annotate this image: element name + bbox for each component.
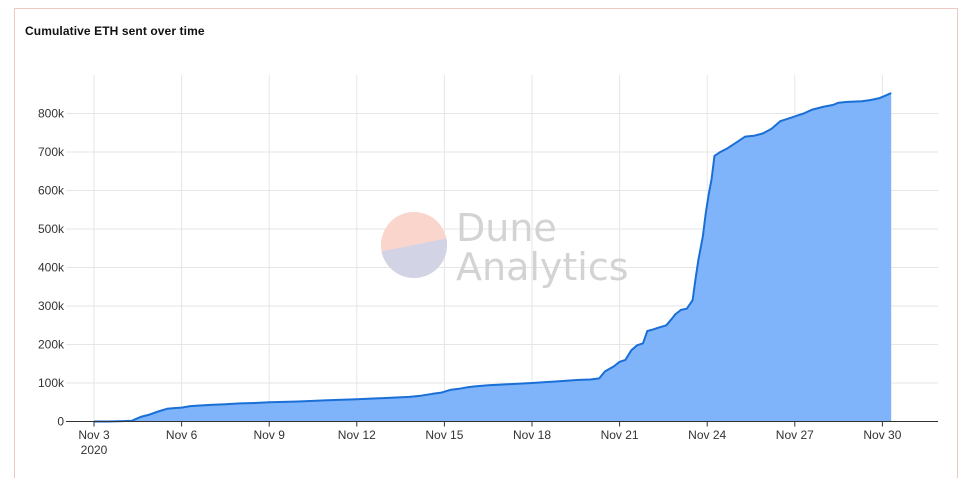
x-tick-label: Nov 27 (776, 428, 814, 442)
y-tick-label: 700k (38, 145, 65, 159)
series-line (94, 92, 892, 423)
series-area (94, 92, 892, 423)
y-tick-label: 800k (38, 107, 65, 121)
x-tick-label: Nov 9 (254, 428, 286, 442)
watermark-logo-segment (381, 238, 448, 279)
y-tick-label: 500k (38, 222, 65, 236)
chart-title: Cumulative ETH sent over time (25, 24, 205, 38)
watermark-line1: Dune (456, 206, 557, 250)
x-tick-label: Nov 24 (688, 428, 726, 442)
y-tick-label: 400k (38, 261, 65, 275)
x-tick-label: Nov 21 (601, 428, 639, 442)
y-tick-label: 300k (38, 299, 65, 313)
y-tick-label: 0 (57, 415, 64, 429)
y-tick-label: 100k (38, 376, 65, 390)
x-tick-label: Nov 6 (166, 428, 198, 442)
y-tick-label: 200k (38, 338, 65, 352)
x-tick-label: Nov 15 (425, 428, 463, 442)
x-tick-label: Nov 18 (513, 428, 551, 442)
x-tick-label: Nov 30 (863, 428, 901, 442)
watermark-line2: Analytics (456, 245, 629, 289)
axes: 0 100k 200k 300k 400k 500k 600k 700k 800k Nov 320… (38, 107, 938, 457)
y-tick-label: 600k (38, 184, 65, 198)
series-area-fill (94, 93, 892, 422)
x-tick-label: Nov 3 (78, 428, 110, 442)
x-tick-sublabel: 2020 (81, 443, 108, 457)
x-tick-label: Nov 12 (338, 428, 376, 442)
dune-analytics-watermark: Dune Analytics (381, 206, 629, 289)
